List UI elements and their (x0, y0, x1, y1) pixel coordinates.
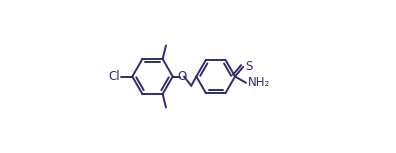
Text: Cl: Cl (109, 70, 120, 83)
Text: NH₂: NH₂ (248, 76, 270, 89)
Text: S: S (245, 60, 252, 73)
Text: O: O (177, 70, 187, 83)
